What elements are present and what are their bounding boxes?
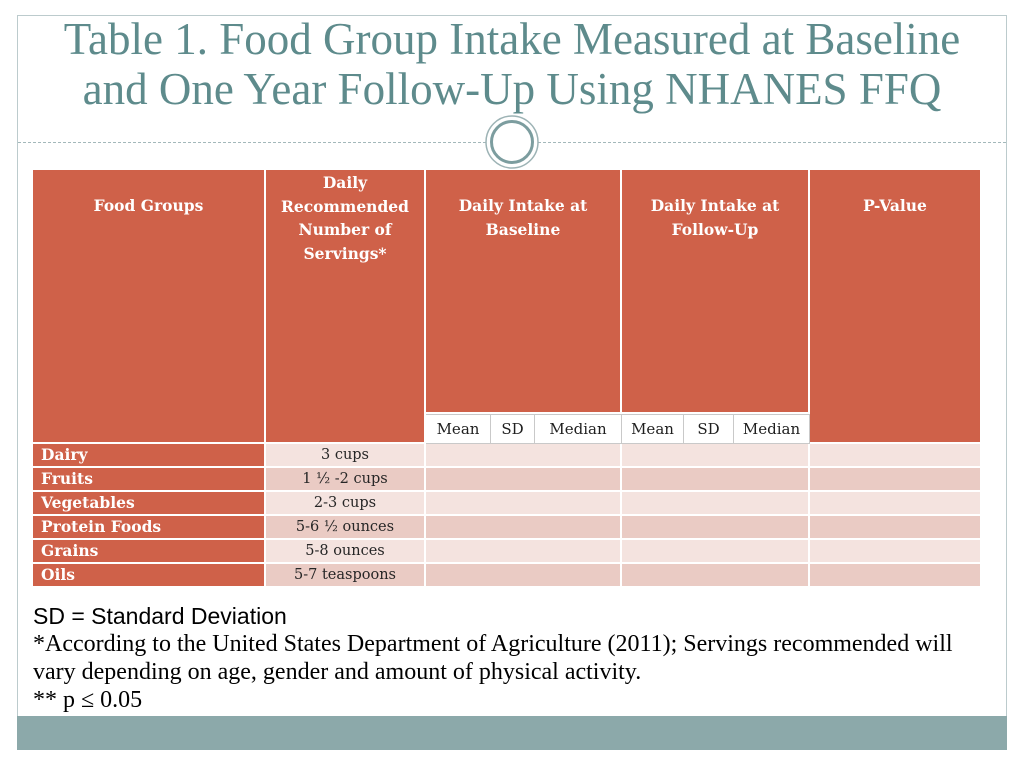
- food-group-cell: Dairy: [33, 444, 266, 468]
- subheader-follow-up-mean: Mean: [622, 414, 684, 444]
- servings-cell: 2-3 cups: [266, 492, 426, 516]
- servings-cell: 5-8 ounces: [266, 540, 426, 564]
- subheader-baseline-median: Median: [535, 414, 622, 444]
- title-line-2: and One Year Follow-Up Using NHANES FFQ: [82, 64, 942, 114]
- p-value-cell: [810, 540, 983, 564]
- food-group-cell: Oils: [33, 564, 266, 588]
- subheader-baseline-sd: SD: [491, 414, 535, 444]
- baseline-cell: [426, 444, 622, 468]
- baseline-cell: [426, 540, 622, 564]
- table-row: Dairy 3 cups: [33, 444, 983, 468]
- follow-up-cell: [622, 540, 811, 564]
- subheader-baseline-mean: Mean: [426, 414, 491, 444]
- header-food-groups: Food Groups: [33, 170, 266, 444]
- follow-up-cell: [622, 516, 811, 540]
- header-intake-baseline: Daily Intake at Baseline: [426, 170, 622, 414]
- servings-cell: 1 ½ -2 cups: [266, 468, 426, 492]
- follow-up-cell: [622, 564, 811, 588]
- food-group-table: Food Groups Daily Recommended Number of …: [33, 170, 983, 588]
- follow-up-cell: [622, 468, 811, 492]
- footnote-source-line-2: vary depending on age, gender and amount…: [33, 659, 642, 685]
- servings-cell: 5-6 ½ ounces: [266, 516, 426, 540]
- p-value-cell: [810, 492, 983, 516]
- baseline-cell: [426, 492, 622, 516]
- table-row: Oils 5-7 teaspoons: [33, 564, 983, 588]
- servings-cell: 5-7 teaspoons: [266, 564, 426, 588]
- servings-cell: 3 cups: [266, 444, 426, 468]
- title-line-1: Table 1. Food Group Intake Measured at B…: [63, 14, 961, 64]
- header-intake-follow-up: Daily Intake at Follow-Up: [622, 170, 811, 414]
- bottom-accent-band: [17, 716, 1007, 750]
- p-value-cell: [810, 444, 983, 468]
- p-value-cell: [810, 468, 983, 492]
- circle-ornament-icon: [485, 115, 539, 169]
- follow-up-cell: [622, 444, 811, 468]
- follow-up-cell: [622, 492, 811, 516]
- footnote-abbreviation: SD = Standard Deviation: [33, 603, 287, 629]
- footnote-source-line-1: *According to the United States Departme…: [33, 631, 953, 657]
- subheader-follow-up-median: Median: [734, 414, 811, 444]
- table-subheader-row: Mean SD Median Mean SD Median: [33, 414, 982, 444]
- p-value-cell: [810, 516, 983, 540]
- table-row: Vegetables 2-3 cups: [33, 492, 983, 516]
- slide-title: Table 1. Food Group Intake Measured at B…: [17, 14, 1007, 114]
- food-group-cell: Fruits: [33, 468, 266, 492]
- subheader-follow-up-sd: SD: [684, 414, 734, 444]
- table-row: Grains 5-8 ounces: [33, 540, 983, 564]
- baseline-cell: [426, 516, 622, 540]
- baseline-cell: [426, 468, 622, 492]
- table-row: Protein Foods 5-6 ½ ounces: [33, 516, 983, 540]
- p-value-cell: [810, 564, 983, 588]
- food-group-cell: Vegetables: [33, 492, 266, 516]
- table-footnotes: SD = Standard Deviation *According to th…: [33, 602, 953, 714]
- food-group-cell: Grains: [33, 540, 266, 564]
- header-p-value: P-Value: [810, 170, 983, 444]
- food-group-cell: Protein Foods: [33, 516, 266, 540]
- table-header-row: Food Groups Daily Recommended Number of …: [33, 170, 983, 444]
- footnote-significance: ** p ≤ 0.05: [33, 687, 143, 713]
- table-row: Fruits 1 ½ -2 cups: [33, 468, 983, 492]
- baseline-cell: [426, 564, 622, 588]
- header-recommended-servings: Daily Recommended Number of Servings*: [266, 170, 426, 444]
